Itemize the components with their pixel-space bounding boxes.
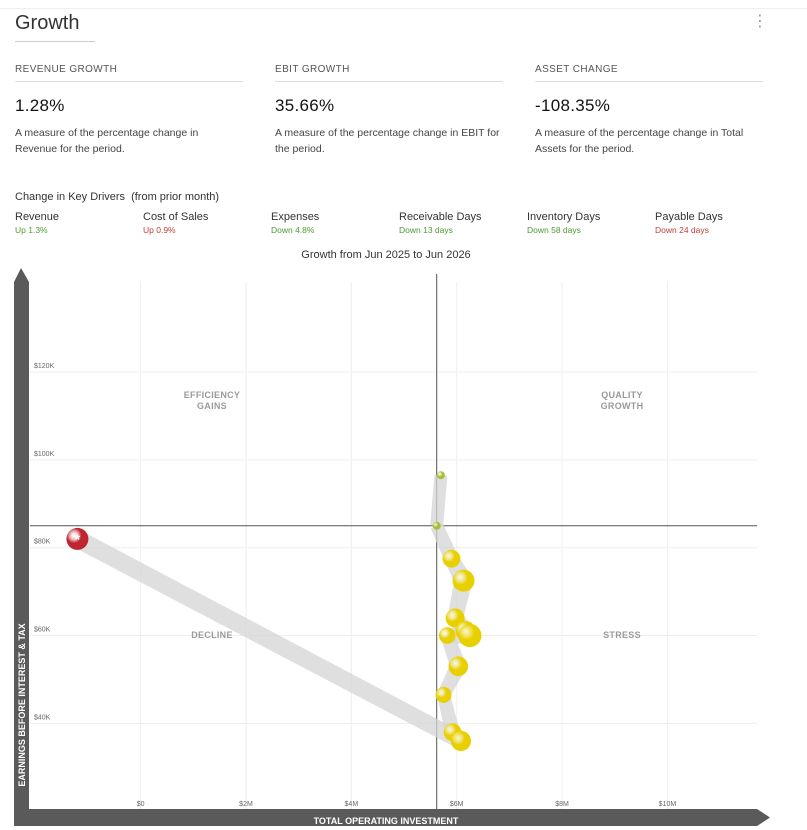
y-tick-label: $100K: [34, 451, 55, 458]
kebab-vertical-icon[interactable]: ⋮: [752, 13, 768, 30]
recent-period-point: [436, 471, 445, 480]
x-tick-label: $2M: [239, 801, 253, 808]
driver-receivable-days: Receivable Days Down 13 days: [399, 211, 527, 235]
metric-description: A measure of the percentage change in EB…: [275, 127, 500, 155]
quadrant-label-efficiency-gains: EFFICIENCY GAINS: [184, 390, 241, 411]
driver-change: Down 58 days: [527, 225, 581, 235]
metric-label: EBIT GROWTH: [275, 64, 503, 82]
trail-layer: [73, 474, 477, 749]
driver-payable-days: Payable Days Down 24 days: [655, 211, 783, 235]
points-layer: *: [66, 471, 482, 752]
metric-revenue-growth: REVENUE GROWTH 1.28% A measure of the pe…: [15, 64, 243, 157]
x-tick-label: $4M: [345, 801, 359, 808]
title-underline: [15, 41, 95, 42]
top-divider: [0, 8, 807, 9]
data-point: [452, 569, 475, 592]
data-point: [442, 549, 461, 568]
metric-value: 1.28%: [15, 96, 65, 115]
driver-name: Expenses: [271, 211, 320, 223]
current-marker-star: *: [75, 531, 81, 547]
driver-inventory-days: Inventory Days Down 58 days: [527, 211, 655, 235]
driver-cost-of-sales: Cost of Sales Up 0.9%: [143, 211, 271, 235]
quadrant-labels: EFFICIENCY GAINS QUALITY GROWTH DECLINE STRES…: [184, 390, 644, 640]
chart-title: Growth from Jun 2025 to Jun 2026: [301, 249, 471, 261]
axes-layer: EARNINGS BEFORE INTEREST & TAX TOTAL OPE…: [14, 268, 770, 826]
y-tick-label: $60K: [34, 627, 51, 634]
data-point: [445, 608, 465, 628]
page-title: Growth: [15, 12, 80, 34]
x-tick-label: $6M: [450, 801, 464, 808]
driver-revenue: Revenue Up 1.3%: [15, 211, 143, 235]
drivers-heading-sub: (from prior month): [131, 191, 220, 203]
metric-description: A measure of the percentage change in To…: [535, 127, 744, 155]
current-period-point: [66, 527, 89, 550]
metric-value: 35.66%: [275, 96, 335, 115]
driver-change: Up 1.3%: [15, 225, 48, 235]
y-tick-label: $120K: [34, 363, 55, 370]
data-point: [450, 730, 472, 752]
metric-label: REVENUE GROWTH: [15, 64, 243, 82]
growth-quadrant-chart: $0 $2M $4M $6M $8M $10M $40K $60K $80K $100K $120K…: [14, 268, 770, 826]
y-tick-label: $80K: [34, 539, 51, 546]
drivers-heading: Change in Key Drivers (from prior month): [15, 191, 219, 203]
drivers-heading-title: Change in Key Drivers: [15, 191, 126, 203]
quadrant-label-quality-growth: QUALITY GROWTH: [601, 390, 644, 411]
metric-asset-change: ASSET CHANGE -108.35% A measure of the p…: [535, 64, 763, 157]
driver-change: Down 24 days: [655, 225, 709, 235]
data-point: [458, 623, 482, 648]
driver-name: Receivable Days: [399, 211, 482, 223]
driver-name: Payable Days: [655, 211, 723, 223]
data-point: [448, 656, 469, 677]
data-point: [435, 686, 452, 703]
y-tick-label: $40K: [34, 714, 51, 721]
y-axis-arrow: [14, 268, 29, 809]
driver-expenses: Expenses Down 4.8%: [271, 211, 399, 235]
metric-description: A measure of the percentage change in Re…: [15, 127, 199, 155]
driver-change: Down 13 days: [399, 225, 453, 235]
trail-segment: [430, 474, 448, 527]
x-tick-label: $8M: [555, 801, 569, 808]
trail-segment: [73, 530, 465, 749]
driver-name: Cost of Sales: [143, 211, 209, 223]
quadrant-label-stress: STRESS: [603, 630, 641, 640]
x-tick-label: $10M: [659, 801, 677, 808]
driver-change: Down 4.8%: [271, 225, 315, 235]
grid-layer: $0 $2M $4M $6M $8M $10M $40K $60K $80K $100K $120K: [30, 282, 757, 809]
x-tick-label: $0: [137, 801, 145, 808]
driver-name: Revenue: [15, 211, 60, 223]
quadrant-dividers: [30, 274, 757, 809]
data-point: [438, 627, 456, 644]
metric-value: -108.35%: [535, 96, 611, 115]
y-axis-title: EARNINGS BEFORE INTEREST & TAX: [17, 623, 27, 786]
driver-change: Up 0.9%: [143, 225, 176, 235]
driver-name: Inventory Days: [527, 211, 601, 223]
metric-label: ASSET CHANGE: [535, 64, 763, 82]
metric-ebit-growth: EBIT GROWTH 35.66% A measure of the perc…: [275, 64, 503, 157]
quadrant-label-decline: DECLINE: [191, 630, 233, 640]
x-axis-title: TOTAL OPERATING INVESTMENT: [314, 816, 459, 826]
x-axis-arrow: [14, 809, 770, 826]
recent-period-point: [432, 521, 441, 530]
